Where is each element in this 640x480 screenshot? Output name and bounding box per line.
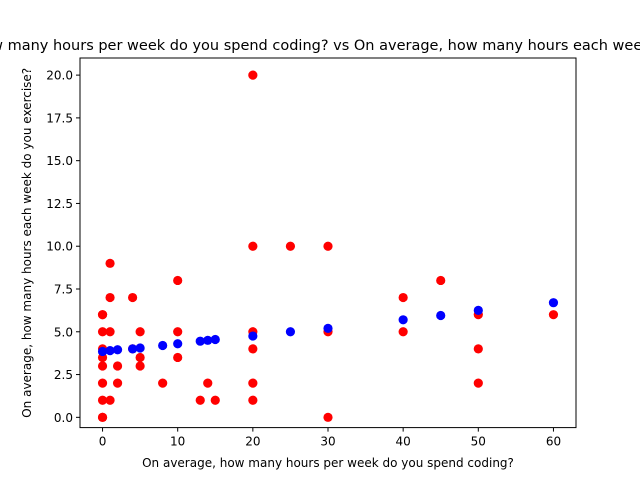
blue-data-point [173,339,183,349]
blue-data-point [398,315,408,325]
blue-data-point [210,334,220,345]
red-data-point [112,361,123,371]
blue-data-point [436,310,446,321]
red-data-point [112,378,123,388]
red-data-point [548,310,559,320]
y-tick-label: 12.5 [46,197,73,211]
red-data-point [248,344,258,354]
x-tick-label: 10 [170,435,185,449]
red-data-point [210,395,220,405]
red-data-point [398,292,408,303]
y-tick-label: 2.5 [54,368,73,382]
blue-data-point [323,323,333,333]
red-data-point [173,352,183,363]
blue-data-point [97,346,108,357]
red-data-point [195,395,205,405]
x-tick-label: 0 [99,435,107,449]
red-data-point [323,241,333,251]
x-tick-label: 50 [471,435,486,449]
red-data-point [398,327,408,337]
blue-data-point [473,305,483,315]
chart-title: On average, how many hours per week do y… [0,38,640,54]
blue-data-point [203,335,213,345]
blue-data-point [195,336,205,346]
red-data-point [473,378,483,388]
red-data-point [248,70,258,80]
x-tick-label: 60 [546,435,561,449]
x-axis-ticks: 0 10 20 30 40 50 60 [99,427,561,449]
red-data-point [97,310,108,320]
red-data-point [135,361,145,371]
red-data-point [248,378,258,388]
x-tick-label: 20 [245,435,260,449]
red-data-point [436,275,446,286]
red-data-point [97,378,108,388]
blue-data-point [548,298,559,308]
red-data-point [105,395,115,405]
y-axis-label: On average, how many hours each week do … [20,68,34,418]
red-data-point [128,292,138,303]
red-data-point [248,395,258,405]
blue-data-point [135,343,145,353]
red-data-point [105,327,115,337]
red-data-point [285,241,296,251]
y-tick-label: 17.5 [46,111,73,125]
red-data-point [97,412,108,422]
blue-data-point [158,340,168,351]
x-tick-label: 30 [320,435,335,449]
y-tick-label: 7.5 [54,283,73,297]
red-data-point [105,258,115,268]
y-tick-label: 5.0 [54,325,73,339]
data-points [97,70,559,422]
red-data-point [97,327,108,337]
red-data-point [97,361,108,371]
blue-data-point [285,327,296,337]
y-tick-label: 0.0 [54,411,73,425]
red-data-point [158,378,168,388]
blue-data-point [248,331,258,341]
y-tick-label: 15.0 [46,154,73,168]
y-tick-label: 10.0 [46,240,73,254]
y-axis-ticks: 0.0 2.5 5.0 7.5 10.0 12.5 15.0 17.5 20.0 [46,69,80,425]
red-data-point [105,292,115,303]
x-tick-label: 40 [396,435,411,449]
red-data-point [97,395,108,405]
red-data-point [173,275,183,286]
x-axis-label: On average, how many hours per week do y… [142,456,514,470]
blue-data-point [128,344,138,354]
red-data-point [203,378,213,388]
red-data-point [135,327,145,337]
red-data-point [173,327,183,337]
red-data-point [323,412,333,422]
y-tick-label: 20.0 [46,69,73,83]
red-data-point [135,352,145,363]
blue-data-point [112,345,123,355]
blue-data-point [105,346,115,356]
red-data-point [473,344,483,354]
red-data-point [248,241,258,251]
